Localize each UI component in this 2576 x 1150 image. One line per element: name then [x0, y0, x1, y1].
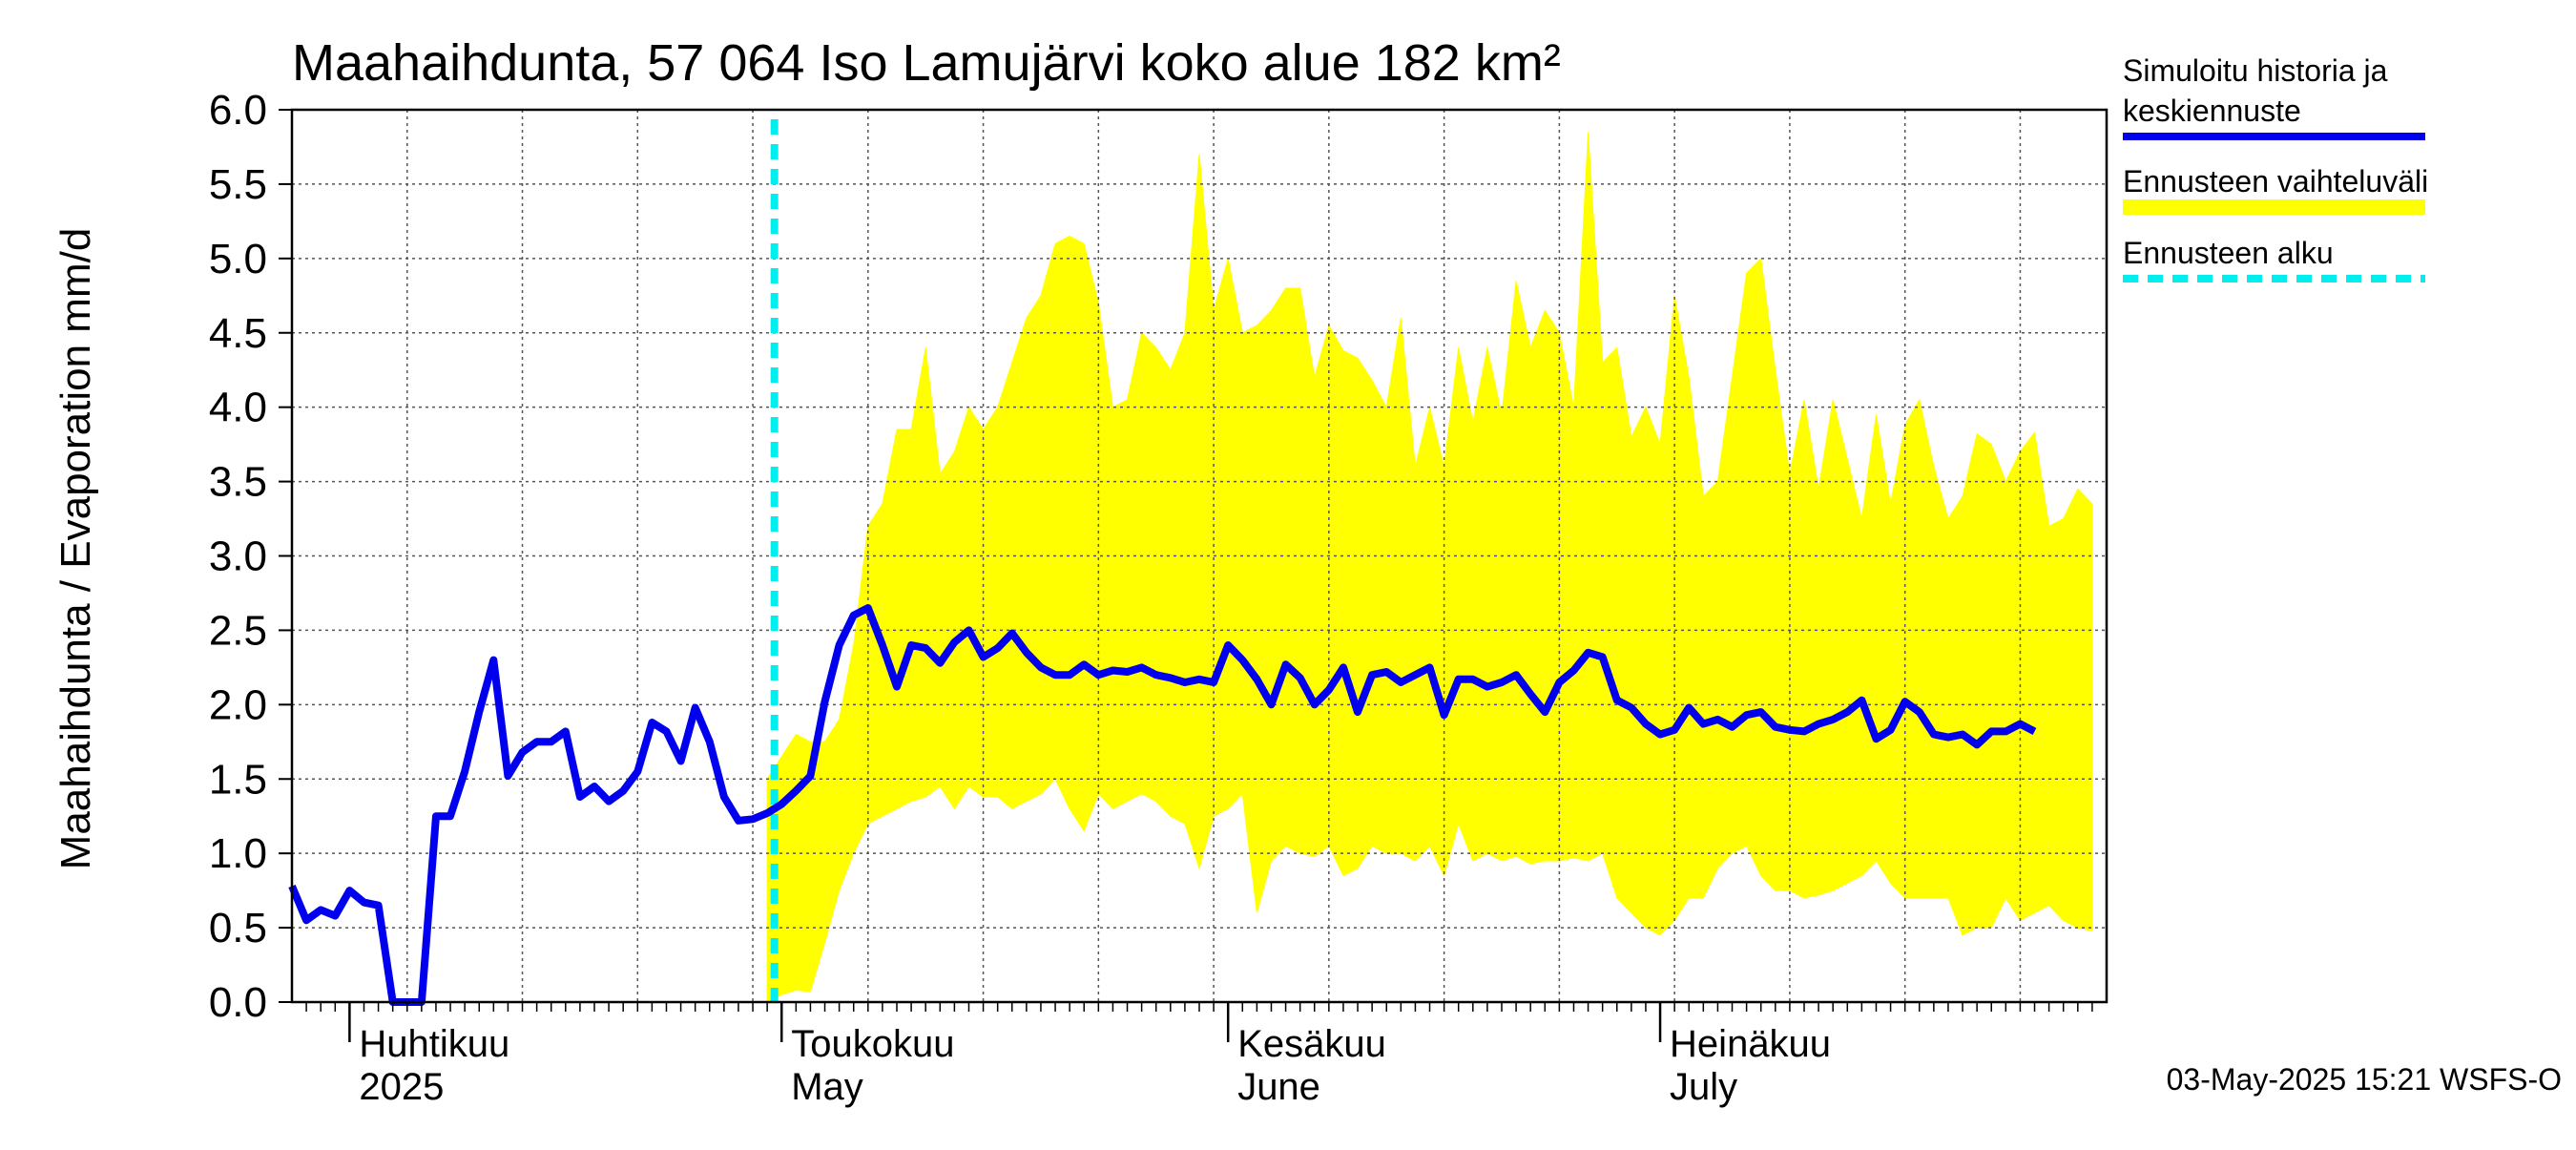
- chart-title: Maahaihdunta, 57 064 Iso Lamujärvi koko …: [292, 34, 1561, 92]
- y-tick-label: 4.5: [209, 310, 267, 357]
- month-label-secondary: 2025: [359, 1066, 444, 1108]
- month-label-secondary: May: [791, 1066, 863, 1108]
- y-tick-label: 4.0: [209, 385, 267, 431]
- legend-history-label-line1: Simuloitu historia ja: [2123, 53, 2388, 88]
- y-tick-label: 2.5: [209, 607, 267, 654]
- legend-range-label: Ennusteen vaihteluväli: [2123, 164, 2428, 199]
- y-tick-label: 6.0: [209, 87, 267, 134]
- y-tick-label: 2.0: [209, 681, 267, 728]
- month-label-secondary: July: [1670, 1066, 1737, 1108]
- y-tick-label: 0.0: [209, 979, 267, 1026]
- legend: Simuloitu historia ja keskiennuste Ennus…: [2123, 53, 2428, 282]
- y-tick-label: 3.0: [209, 533, 267, 580]
- month-label-primary: Toukokuu: [791, 1023, 954, 1065]
- legend-history-label-line2: keskiennuste: [2123, 94, 2301, 128]
- history-mean-line: [288, 604, 2037, 1006]
- y-tick-label: 1.5: [209, 756, 267, 803]
- month-label-primary: Heinäkuu: [1670, 1023, 1831, 1065]
- month-label-primary: Huhtikuu: [359, 1023, 509, 1065]
- legend-forecast-start-label: Ennusteen alku: [2123, 236, 2334, 270]
- y-tick-label: 0.5: [209, 905, 267, 951]
- timestamp-label: 03-May-2025 15:21 WSFS-O: [2167, 1062, 2562, 1097]
- month-label-secondary: June: [1237, 1066, 1320, 1108]
- y-tick-label: 3.5: [209, 459, 267, 506]
- month-label-primary: Kesäkuu: [1237, 1023, 1386, 1065]
- y-tick-label: 5.0: [209, 236, 267, 282]
- y-axis-label: Maahaihdunta / Evaporation mm/d: [52, 228, 99, 870]
- forecast-range-band: [766, 132, 2093, 1003]
- y-tick-label: 5.5: [209, 161, 267, 208]
- y-tick-label: 1.0: [209, 830, 267, 877]
